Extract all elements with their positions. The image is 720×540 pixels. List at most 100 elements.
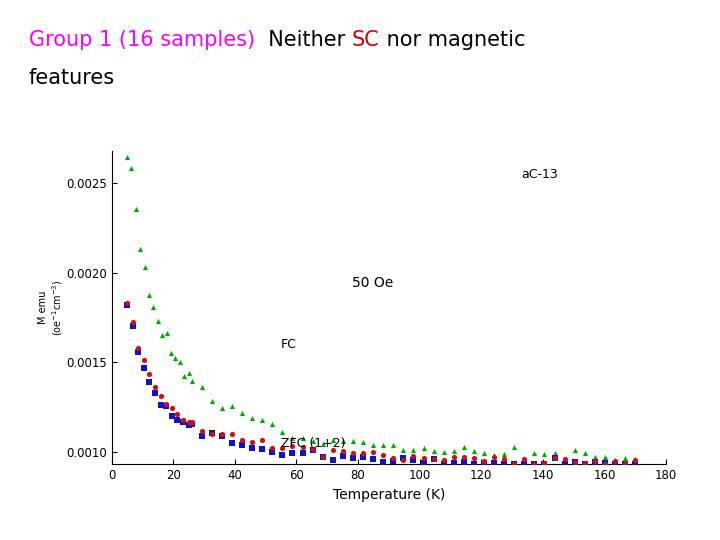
Point [149, 388, 161, 397]
Point [155, 400, 166, 409]
Point [428, 447, 439, 456]
Point [276, 444, 288, 453]
Point [161, 402, 172, 410]
Point [130, 205, 142, 214]
Point [174, 358, 186, 367]
Point [186, 377, 197, 386]
Point [266, 443, 278, 452]
Point [508, 460, 520, 469]
Point [287, 448, 298, 457]
Point [478, 457, 490, 465]
Point [488, 450, 500, 459]
Point [127, 322, 138, 331]
Point [579, 449, 590, 458]
Point [599, 460, 611, 469]
Point [307, 436, 318, 445]
Point [337, 437, 348, 445]
Point [438, 447, 449, 456]
Point [397, 456, 409, 464]
Point [196, 383, 207, 391]
Point [458, 453, 469, 461]
Point [206, 429, 217, 437]
Point [143, 291, 155, 299]
Point [448, 459, 459, 468]
Point [508, 442, 520, 451]
Point [121, 301, 132, 309]
Point [458, 457, 469, 466]
Point [347, 454, 359, 463]
Point [256, 445, 268, 454]
Point [559, 455, 570, 464]
Point [166, 349, 177, 357]
Point [144, 369, 156, 378]
Point [377, 457, 389, 466]
Point [569, 445, 580, 454]
Point [186, 417, 197, 426]
Point [589, 453, 600, 462]
X-axis label: Temperature (K): Temperature (K) [333, 488, 445, 502]
Point [206, 429, 217, 438]
Point [266, 420, 278, 428]
Point [297, 442, 308, 451]
Point [357, 453, 369, 462]
Point [337, 452, 348, 461]
Point [287, 442, 298, 450]
Point [216, 404, 228, 413]
Point [569, 457, 580, 466]
Point [468, 454, 480, 462]
Point [387, 441, 399, 450]
Point [347, 437, 359, 445]
Point [609, 456, 621, 464]
Point [629, 454, 641, 463]
Point [177, 418, 189, 427]
Point [139, 262, 150, 271]
Point [539, 450, 550, 458]
Point [287, 434, 298, 442]
Point [508, 460, 520, 469]
Point [132, 343, 144, 352]
Point [149, 383, 161, 391]
Text: Group 1 (16 samples): Group 1 (16 samples) [29, 30, 255, 50]
Point [609, 460, 621, 469]
Point [276, 450, 288, 459]
Point [589, 456, 600, 465]
Point [166, 411, 178, 420]
Point [448, 447, 459, 455]
Point [196, 431, 207, 440]
Point [121, 299, 132, 308]
Text: 50 Oe: 50 Oe [352, 276, 393, 290]
Y-axis label: M emu
(oe$^{-1}$cm$^{-3}$): M emu (oe$^{-1}$cm$^{-3}$) [37, 280, 65, 336]
Point [236, 441, 248, 449]
Point [549, 448, 560, 457]
Point [246, 437, 258, 446]
Point [408, 452, 419, 461]
Point [317, 453, 328, 461]
Point [418, 458, 429, 467]
Point [377, 441, 389, 450]
Point [179, 372, 190, 380]
Point [468, 447, 480, 455]
Point [155, 392, 166, 401]
Point [518, 460, 530, 469]
Text: Neither: Neither [255, 30, 352, 50]
Point [377, 451, 389, 460]
Point [539, 458, 550, 467]
Point [186, 420, 197, 429]
Point [161, 329, 172, 338]
Point [569, 458, 580, 467]
Point [256, 435, 268, 444]
Point [307, 445, 318, 454]
Point [418, 444, 429, 453]
Point [428, 455, 439, 464]
Point [135, 245, 146, 253]
Point [397, 454, 409, 463]
Point [297, 448, 308, 457]
Point [589, 458, 600, 467]
Point [297, 434, 308, 443]
Point [488, 453, 500, 462]
Point [488, 459, 500, 468]
Point [256, 416, 268, 424]
Point [418, 454, 429, 463]
Point [518, 455, 530, 463]
Point [166, 403, 178, 412]
